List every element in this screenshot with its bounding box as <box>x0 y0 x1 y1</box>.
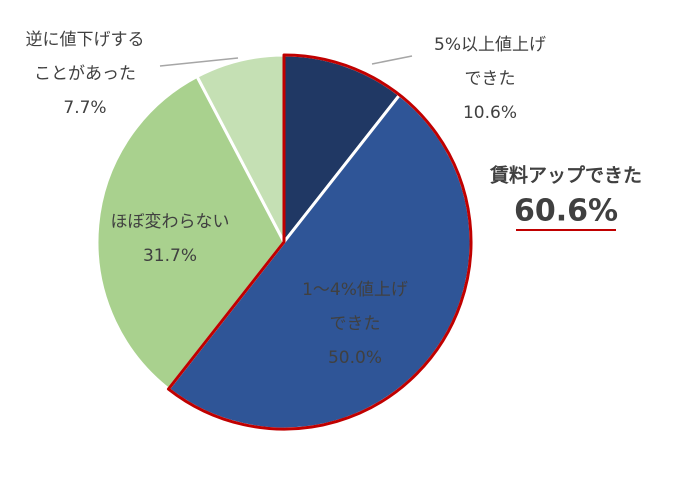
highlight-outline <box>166 53 473 431</box>
slice-label: 逆に値下げする <box>26 30 145 50</box>
annotation: 賃料アップできた <box>489 164 642 187</box>
value-label: 7.7% <box>63 98 106 118</box>
slice-label: 1～4%値上げ <box>302 280 408 300</box>
annotation-value: 60.6% <box>514 194 618 229</box>
slice-label: 5%以上値上げ <box>434 35 546 55</box>
slice-label: できた <box>330 314 381 334</box>
slice-label: ほぼ変わらない <box>111 212 230 232</box>
slice-label: ことがあった <box>34 64 136 84</box>
leader-line <box>159 57 239 67</box>
slice-label: できた <box>465 69 516 89</box>
leader-line <box>371 55 413 65</box>
value-label: 31.7% <box>143 246 197 266</box>
value-label: 50.0% <box>328 348 382 368</box>
value-label: 10.6% <box>463 103 517 123</box>
